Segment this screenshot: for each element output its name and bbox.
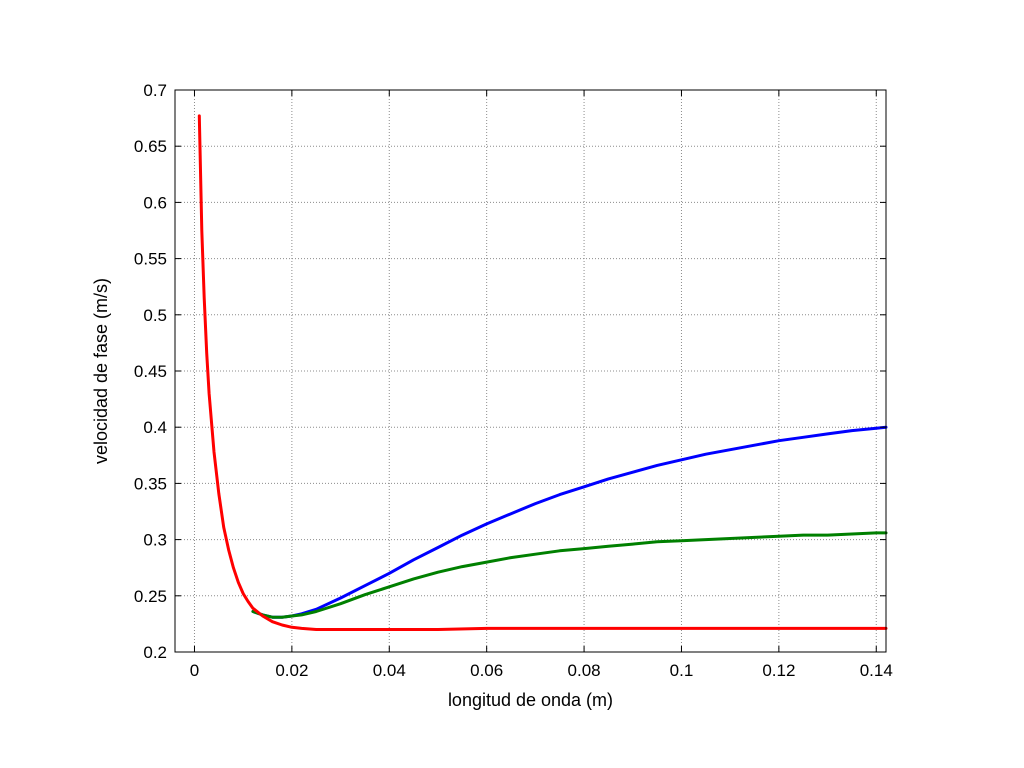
series-line-3 [197,114,888,631]
x-tick-label: 0.06 [470,661,503,680]
y-tick-label: 0.35 [134,474,167,493]
y-tick-label: 0.6 [143,193,167,212]
x-axis-label: longitud de onda (m) [448,690,613,710]
y-tick-label: 0.45 [134,362,167,381]
series-line-2 [251,531,888,619]
y-tick-label: 0.4 [143,418,167,437]
y-tick-label: 0.7 [143,81,167,100]
x-tick-label: 0.04 [373,661,406,680]
y-tick-label: 0.65 [134,137,167,156]
y-tick-label: 0.55 [134,250,167,269]
y-axis-label: velocidad de fase (m/s) [91,278,111,464]
x-tick-label: 0.14 [860,661,893,680]
x-tick-label: 0.1 [670,661,694,680]
y-tick-label: 0.3 [143,531,167,550]
plot-area [175,90,886,652]
grid [175,89,886,653]
ticks: 0 0.02 0.04 0.06 0.08 0.1 0.12 0.14 0.2 0.25 0.3 0.… [134,81,893,680]
y-tick-label: 0.25 [134,587,167,606]
x-tick-label: 0.12 [762,661,795,680]
y-tick-label: 0.2 [143,643,167,662]
x-tick-label: 0 [190,661,199,680]
series-layer [197,114,888,631]
x-tick-label: 0.08 [568,661,601,680]
x-tick-label: 0.02 [275,661,308,680]
y-tick-label: 0.5 [143,306,167,325]
